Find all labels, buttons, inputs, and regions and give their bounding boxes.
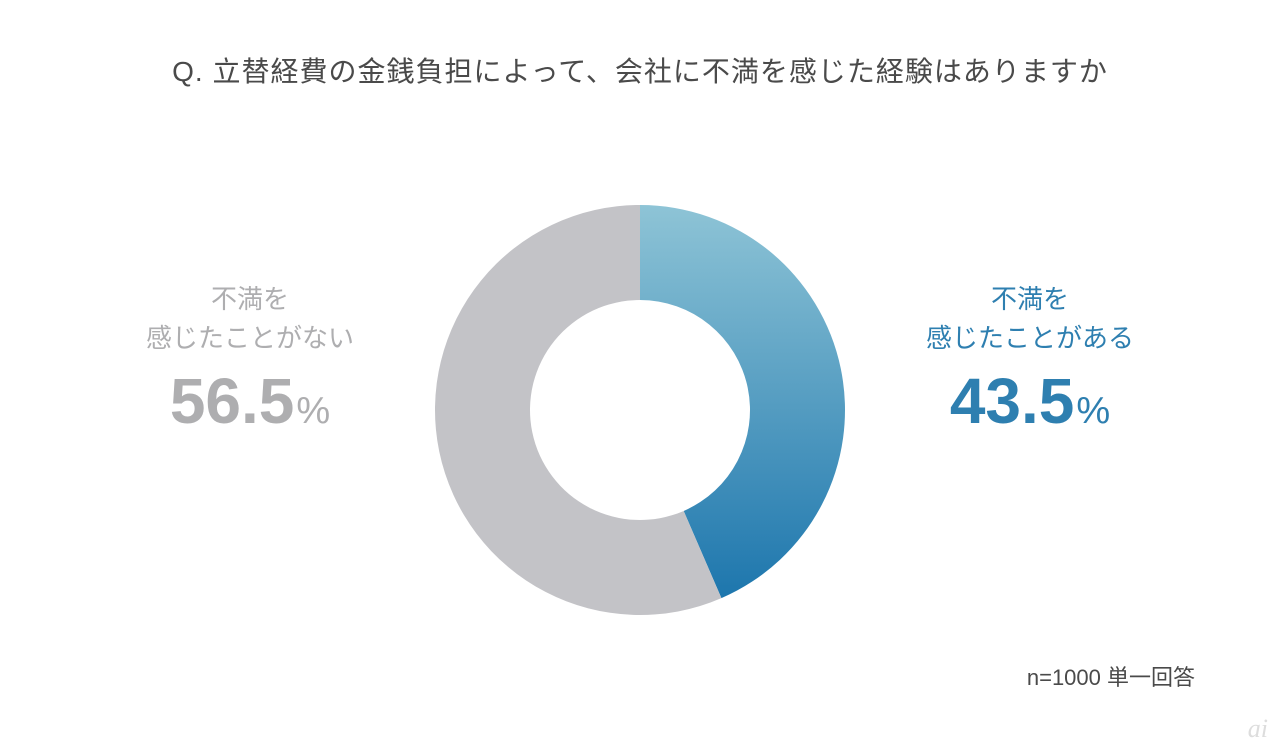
footnote: n=1000 単一回答: [1027, 660, 1195, 692]
label-no: 不満を 感じたことがない 56.5%: [100, 280, 400, 436]
donut-chart: [430, 200, 850, 620]
value-no: 56.5%: [100, 366, 400, 436]
label-no-line2: 感じたことがない: [100, 319, 400, 358]
label-yes-line1: 不満を: [880, 280, 1180, 319]
chart-title: Q. 立替経費の金銭負担によって、会社に不満を感じた経験はありますか: [0, 0, 1280, 90]
value-no-pct: %: [296, 390, 330, 432]
value-no-number: 56.5: [170, 365, 295, 437]
label-yes-line2: 感じたことがある: [880, 319, 1180, 358]
value-yes: 43.5%: [880, 366, 1180, 436]
chart-area: 不満を 感じたことがない 56.5% 不満を 感じたことがある 43.5%: [0, 120, 1280, 700]
label-yes: 不満を 感じたことがある 43.5%: [880, 280, 1180, 436]
watermark: ai: [1248, 714, 1268, 744]
value-yes-number: 43.5: [950, 365, 1075, 437]
value-yes-pct: %: [1076, 390, 1110, 432]
label-no-line1: 不満を: [100, 280, 400, 319]
